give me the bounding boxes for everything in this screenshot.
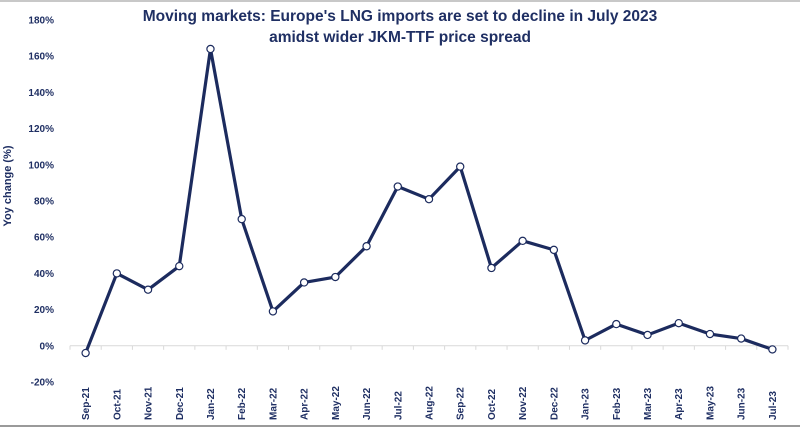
data-point — [580, 336, 590, 345]
y-tick-label: 80% — [34, 197, 54, 208]
x-tick-label: May-22 — [331, 386, 342, 420]
x-tick-label: Dec-21 — [175, 387, 186, 420]
data-point — [299, 278, 309, 287]
x-tick-label: Jan-23 — [581, 388, 592, 420]
data-point — [768, 345, 777, 354]
y-tick-label: 180% — [28, 16, 54, 27]
data-point — [424, 194, 434, 204]
chart-title-line-2: amidst wider JKM-TTF price spread — [269, 29, 531, 46]
y-tick-label: 40% — [34, 269, 54, 280]
data-point — [175, 261, 184, 271]
data-point — [674, 318, 683, 328]
y-axis-ticks: -20% 0% 20% 40% 60% 80% 100% 120% 140% 160% 180% — [28, 16, 54, 389]
data-point — [331, 272, 340, 282]
y-tick-label: -20% — [31, 378, 54, 389]
y-tick-label: 120% — [28, 124, 54, 135]
data-point — [393, 182, 402, 191]
x-tick-label: Jul-23 — [768, 391, 779, 420]
data-point — [237, 214, 246, 224]
x-tick-label: Sep-21 — [81, 387, 92, 420]
data-point — [112, 269, 122, 278]
chart-title: Moving markets: Europe's LNG imports are… — [0, 6, 800, 48]
y-tick-label: 60% — [34, 233, 54, 244]
data-point — [143, 285, 153, 294]
x-tick-label: Nov-22 — [518, 386, 529, 420]
x-tick-label: Oct-21 — [112, 388, 123, 420]
x-tick-label: May-23 — [705, 386, 716, 420]
x-tick-label: Feb-23 — [612, 387, 623, 420]
data-point — [456, 162, 465, 171]
data-point — [643, 330, 652, 340]
data-point — [612, 319, 621, 329]
data-point — [362, 242, 371, 251]
x-tick-label: Aug-22 — [425, 386, 436, 420]
x-tick-label: Mar-22 — [268, 387, 279, 420]
x-tick-label: Apr-23 — [674, 388, 685, 420]
data-point — [487, 263, 496, 273]
x-tick-label: Jun-22 — [362, 387, 373, 420]
chart-title-line-1: Moving markets: Europe's LNG imports are… — [142, 8, 658, 25]
data-point — [518, 236, 527, 246]
data-point — [268, 307, 278, 316]
y-tick-label: 20% — [34, 305, 54, 316]
x-tick-label: Feb-22 — [237, 387, 248, 420]
y-tick-label: 160% — [28, 52, 54, 63]
x-tick-label: Nov-21 — [144, 386, 155, 420]
x-tick-label: Jun-23 — [737, 387, 748, 420]
x-tick-label: Dec-22 — [549, 387, 560, 420]
y-tick-label: 0% — [40, 341, 55, 352]
data-point — [736, 334, 746, 343]
x-tick-label: Oct-22 — [487, 388, 498, 420]
x-axis-ticks: Sep-21 Oct-21 Nov-21 Dec-21 Jan-22 Feb-22 Mar-… — [81, 386, 779, 420]
data-point — [206, 44, 215, 54]
data-point — [549, 245, 559, 255]
data-point — [81, 348, 90, 358]
y-tick-label: 100% — [28, 160, 54, 171]
y-tick-label: 140% — [28, 88, 54, 99]
x-tick-label: Sep-22 — [456, 387, 467, 420]
x-tick-label: Jan-22 — [206, 388, 217, 420]
x-tick-label: Apr-22 — [300, 388, 311, 420]
x-tick-label: Mar-23 — [643, 387, 654, 420]
x-tick-label: Jul-22 — [393, 391, 404, 420]
series-layer — [81, 44, 777, 358]
data-point — [705, 329, 715, 339]
x-axis — [69, 345, 789, 350]
